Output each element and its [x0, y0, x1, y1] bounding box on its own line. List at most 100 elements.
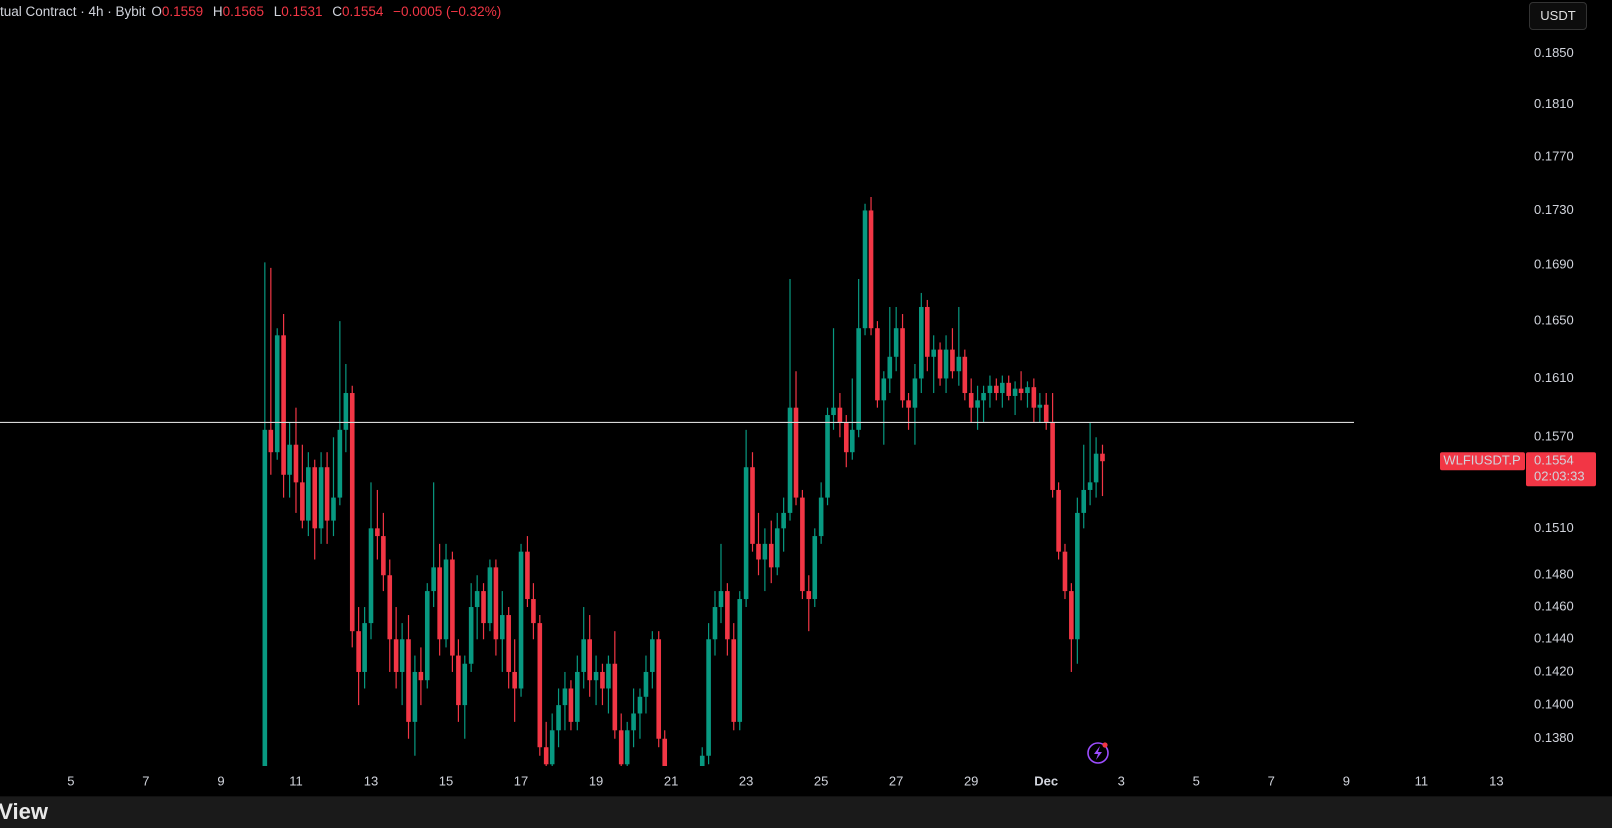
candle-body	[568, 688, 574, 722]
y-tick-label: 0.1460	[1534, 598, 1574, 613]
candle-body	[856, 328, 861, 430]
x-tick-label: 11	[289, 773, 303, 788]
candle-body	[1006, 382, 1012, 396]
x-tick-label: 13	[364, 773, 378, 788]
x-tick-label: 9	[1343, 773, 1350, 788]
x-tick-label: 15	[439, 773, 453, 788]
x-tick-label: 17	[514, 773, 528, 788]
candle-body	[800, 497, 805, 592]
candle-body	[656, 639, 662, 739]
candle-body	[268, 429, 274, 453]
candle-body	[437, 567, 442, 640]
x-tick-label: 9	[217, 773, 224, 788]
candle-body	[731, 639, 737, 722]
candle-body	[912, 378, 918, 408]
x-tick-label: 19	[589, 773, 603, 788]
y-tick-label: 0.1510	[1534, 520, 1574, 535]
candle-body	[293, 444, 299, 483]
candle-body	[768, 543, 774, 568]
candle-body	[937, 349, 943, 379]
candle-body	[919, 306, 924, 379]
candle-body	[837, 407, 843, 423]
candle-body	[681, 790, 686, 797]
candle-body	[393, 639, 399, 672]
candle-body	[581, 639, 586, 672]
x-tick-label: 25	[814, 773, 828, 788]
candle-body	[525, 551, 530, 600]
candle-body	[318, 467, 324, 529]
candle-body	[1093, 453, 1099, 483]
candle-body	[262, 429, 268, 766]
candle-body	[499, 615, 505, 640]
candle-body	[925, 306, 930, 357]
x-tick-label: 21	[664, 773, 678, 788]
candle-body	[893, 328, 899, 357]
y-tick-label: 0.1730	[1534, 202, 1574, 217]
candle-body	[900, 328, 905, 401]
candle-body	[737, 599, 743, 722]
candle-body	[694, 787, 699, 797]
y-tick-label: 0.1480	[1534, 567, 1574, 582]
price-label-countdown: 02:03:33	[1534, 469, 1585, 484]
price-label-symbol-box	[1440, 452, 1525, 471]
candle-body	[662, 738, 668, 766]
candles	[262, 196, 1105, 797]
low-label: L	[273, 4, 282, 19]
candle-body	[849, 429, 855, 453]
y-tick-label: 0.1570	[1534, 429, 1574, 444]
candle-body	[756, 543, 761, 560]
candle-body	[406, 639, 411, 722]
candle-body	[981, 393, 986, 401]
candle-body	[324, 467, 330, 521]
y-tick-label: 0.1610	[1534, 370, 1574, 385]
candle-body	[356, 631, 361, 672]
lightning-icon[interactable]	[1087, 742, 1109, 764]
x-tick-label: 13	[1489, 773, 1503, 788]
candle-body	[1031, 387, 1037, 408]
candle-body	[1056, 489, 1061, 552]
candle-body	[631, 713, 636, 731]
x-tick-label: 5	[67, 773, 74, 788]
candle-body	[575, 671, 580, 722]
candle-body	[843, 422, 849, 453]
candle-body	[762, 543, 768, 560]
candle-body	[399, 639, 405, 672]
candle-body	[825, 415, 830, 498]
candle-body	[1100, 453, 1105, 462]
x-tick-label: 3	[1118, 773, 1125, 788]
candle-body	[1075, 512, 1080, 640]
candle-body	[537, 623, 543, 748]
candle-body	[349, 393, 355, 632]
candle-body	[1062, 551, 1068, 592]
candle-body	[706, 639, 711, 756]
y-tick-label: 0.1380	[1534, 730, 1574, 745]
x-tick-label: 23	[739, 773, 753, 788]
candle-body	[1087, 482, 1093, 490]
candle-body	[650, 639, 655, 672]
close-label: C	[332, 4, 343, 19]
candle-body	[1037, 404, 1043, 408]
legend-header: tual Contract · 4h · Bybit O0.1559 H0.15…	[0, 4, 507, 19]
candle-body	[624, 730, 630, 765]
candle-body	[743, 467, 749, 600]
price-label-box	[1526, 452, 1596, 487]
candle-body	[987, 385, 993, 394]
y-tick-label: 0.1440	[1534, 631, 1574, 646]
candle-body	[862, 210, 868, 329]
low-value: 0.1531	[281, 4, 323, 19]
candle-body	[462, 663, 468, 706]
x-tick-label: 5	[1193, 773, 1200, 788]
candle-body	[1000, 382, 1005, 394]
y-tick-label: 0.1770	[1534, 148, 1574, 163]
candle-body	[456, 655, 461, 706]
candle-body	[474, 591, 480, 608]
x-tick-label: 7	[1268, 773, 1275, 788]
candle-body	[493, 567, 499, 640]
candle-body	[975, 400, 980, 408]
candle-body	[818, 497, 824, 537]
currency-button[interactable]: USDT	[1529, 2, 1587, 30]
candle-body	[343, 393, 349, 430]
candle-body	[512, 671, 517, 689]
candle-body	[443, 559, 449, 640]
